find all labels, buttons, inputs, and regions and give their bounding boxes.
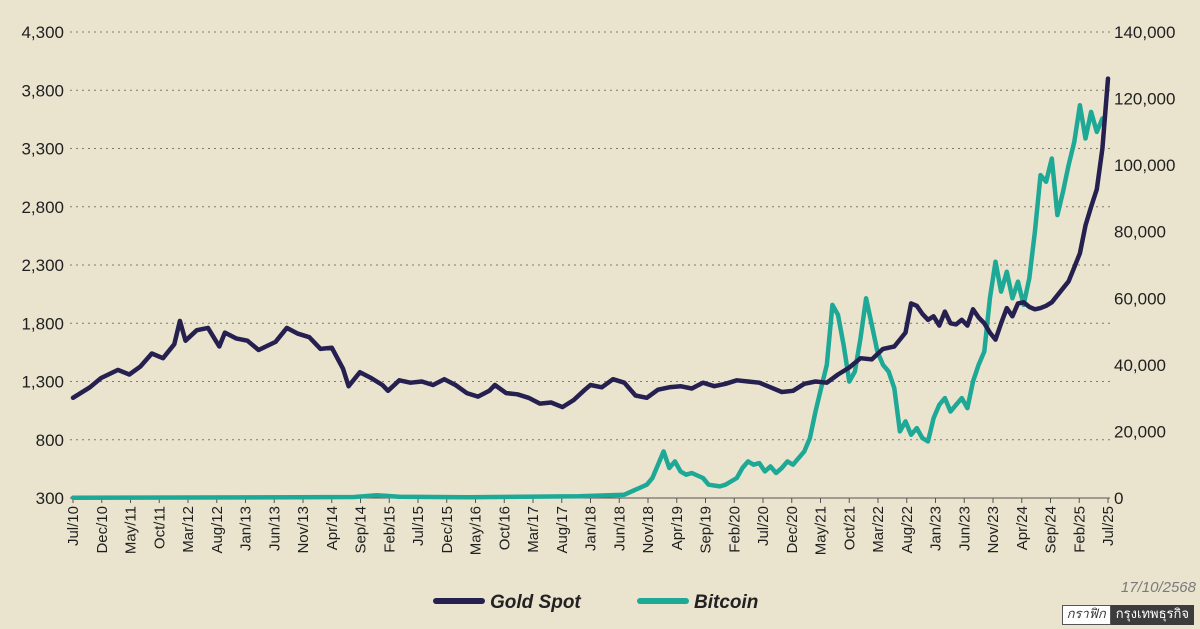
x-tick-label: Feb/25 [1071,506,1088,553]
credit-name: กรุงเทพธุรกิจ [1110,605,1194,625]
x-tick-label: Apr/19 [669,506,686,550]
x-tick-label: Jul/25 [1100,506,1117,546]
right-y-tick-label: 120,000 [1114,90,1175,109]
x-tick-label: Sep/19 [698,506,715,554]
x-tick-label: Feb/15 [381,506,398,553]
x-tick-label: Aug/17 [554,506,571,554]
x-tick-label: May/16 [468,506,485,555]
x-tick-label: Oct/11 [151,506,168,549]
x-tick-label: Feb/20 [726,506,743,553]
x-tick-label: Aug/12 [209,506,226,554]
left-y-tick-label: 3,300 [21,140,64,159]
gridlines [70,31,1110,499]
x-tick-label: May/11 [123,506,140,554]
left-y-tick-label: 300 [36,489,64,508]
left-y-tick-label: 1,800 [21,314,64,333]
series-layer [70,76,1111,500]
x-tick-label: Oct/21 [841,506,858,550]
x-tick-label: Nov/13 [295,506,312,554]
x-tick-label: Jun/18 [611,506,628,551]
x-tick-label: Mar/17 [525,506,542,553]
right-y-tick-label: 0 [1114,489,1123,508]
right-y-axis: 140,000 120,000 100,000 80,000 60,000 40,000 2… [1114,23,1175,508]
x-tick-label: Jan/18 [583,506,600,551]
x-tick-label: Apr/24 [1014,506,1031,550]
x-tick-label: Dec/15 [439,506,456,554]
x-tick-label: Nov/23 [985,506,1002,554]
legend: Gold Spot Bitcoin [433,592,758,613]
x-tick-label: May/21 [813,506,830,555]
x-tick-label: Jan/13 [238,506,255,551]
x-tick-label: Sep/14 [353,506,370,554]
x-axis: Jul/10 Dec/10 May/11 Oct/11 Mar/12 Aug/12 Jan/… [65,497,1117,555]
left-y-axis: 4,300 3,800 3,300 2,800 2,300 1,800 1,300 800 30… [21,23,64,508]
source-credit: กราฟิก กรุงเทพธุรกิจ [1061,605,1194,625]
right-y-tick-label: 140,000 [1114,23,1175,42]
right-y-tick-label: 80,000 [1114,223,1166,242]
right-y-tick-label: 60,000 [1114,289,1166,308]
x-tick-label: Jun/23 [956,506,973,551]
right-y-tick-label: 20,000 [1114,422,1166,441]
x-tick-label: Dec/10 [94,506,111,554]
x-tick-label: Nov/18 [640,506,657,554]
right-y-tick-label: 40,000 [1114,356,1166,375]
x-tick-label: Mar/12 [180,506,197,553]
left-y-tick-label: 800 [36,431,64,450]
x-tick-label: Apr/14 [324,506,341,550]
left-y-tick-label: 1,300 [21,373,64,392]
x-tick-label: Dec/20 [784,506,801,554]
series-line-gold-spot [70,76,1111,410]
legend-label-gold: Gold Spot [490,592,581,613]
x-tick-label: Jul/10 [65,506,82,546]
x-tick-label: Jun/13 [266,506,283,551]
x-tick-label: Jan/23 [928,506,945,551]
series-line-bitcoin [70,102,1105,500]
left-y-tick-label: 2,800 [21,198,64,217]
x-tick-label: Jul/15 [410,506,427,546]
x-tick-label: Oct/16 [496,506,513,550]
x-tick-label: Aug/22 [899,506,916,554]
right-y-tick-label: 100,000 [1114,156,1175,175]
x-tick-label: Jul/20 [755,506,772,546]
left-y-tick-label: 4,300 [21,23,64,42]
x-tick-label: Sep/24 [1043,506,1060,554]
left-y-tick-label: 2,300 [21,256,64,275]
credit-prefix: กราฟิก [1061,605,1111,625]
legend-label-bitcoin: Bitcoin [694,592,758,613]
date-stamp: 17/10/2568 [1121,579,1197,596]
x-tick-label: Mar/22 [870,506,887,553]
left-y-tick-label: 3,800 [21,81,64,100]
